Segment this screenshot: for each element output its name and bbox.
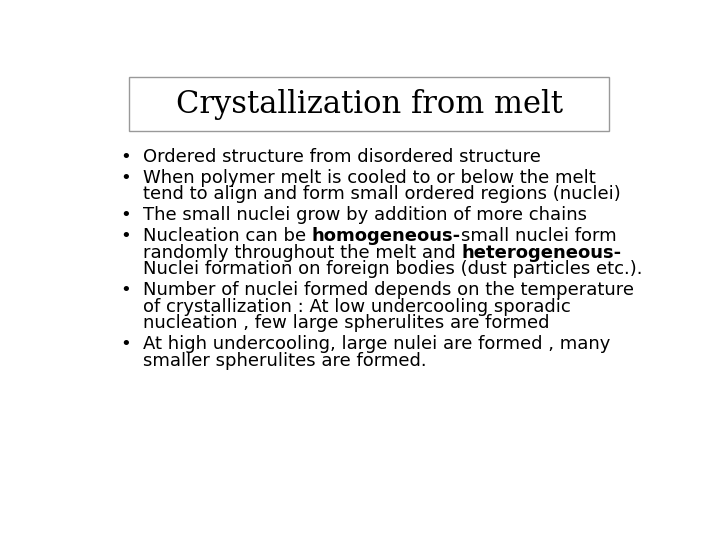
Text: •: • xyxy=(121,227,132,245)
Text: Number of nuclei formed depends on the temperature: Number of nuclei formed depends on the t… xyxy=(143,281,634,299)
Text: The small nuclei grow by addition of more chains: The small nuclei grow by addition of mor… xyxy=(143,206,587,224)
Text: randomly throughout the melt and: randomly throughout the melt and xyxy=(143,244,462,262)
Text: smaller spherulites are formed.: smaller spherulites are formed. xyxy=(143,352,427,370)
Text: •: • xyxy=(121,281,132,299)
Text: •: • xyxy=(121,206,132,224)
Text: of crystallization : At low undercooling sporadic: of crystallization : At low undercooling… xyxy=(143,298,571,316)
FancyBboxPatch shape xyxy=(129,77,609,131)
Text: Ordered structure from disordered structure: Ordered structure from disordered struct… xyxy=(143,148,541,166)
Text: Nuclei formation on foreign bodies (dust particles etc.).: Nuclei formation on foreign bodies (dust… xyxy=(143,260,642,278)
Text: small nuclei form: small nuclei form xyxy=(461,227,616,245)
Text: Crystallization from melt: Crystallization from melt xyxy=(176,89,562,120)
Text: nucleation , few large spherulites are formed: nucleation , few large spherulites are f… xyxy=(143,314,549,332)
Text: Nucleation can be: Nucleation can be xyxy=(143,227,312,245)
Text: •: • xyxy=(121,169,132,187)
Text: homogeneous-: homogeneous- xyxy=(312,227,461,245)
Text: tend to align and form small ordered regions (nuclei): tend to align and form small ordered reg… xyxy=(143,185,621,204)
Text: When polymer melt is cooled to or below the melt: When polymer melt is cooled to or below … xyxy=(143,169,595,187)
Text: At high undercooling, large nulei are formed , many: At high undercooling, large nulei are fo… xyxy=(143,335,611,353)
Text: •: • xyxy=(121,335,132,353)
Text: •: • xyxy=(121,148,132,166)
Text: heterogeneous-: heterogeneous- xyxy=(462,244,621,262)
